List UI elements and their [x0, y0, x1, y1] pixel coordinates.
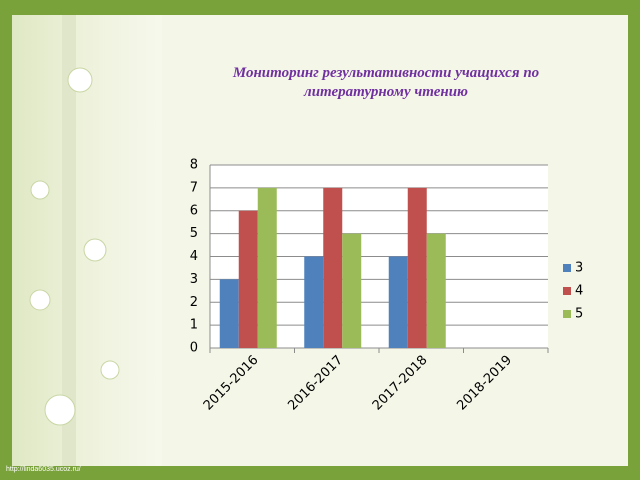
y-tick-label: 5 — [190, 226, 198, 241]
y-tick-label: 6 — [190, 203, 198, 218]
legend-swatch — [563, 264, 571, 272]
decor-flowers — [29, 67, 120, 426]
legend-label: 5 — [575, 307, 583, 322]
decor-ribbon — [62, 15, 76, 466]
bar — [323, 187, 343, 348]
bar — [219, 279, 239, 348]
y-tick-label: 1 — [190, 318, 198, 333]
bar — [407, 187, 427, 348]
chart-title: Мониторинг результативности учащихся по … — [232, 65, 540, 100]
bar — [342, 233, 362, 348]
watermark: http://linda6035.ucoz.ru/ — [6, 466, 81, 473]
bar — [257, 187, 277, 348]
legend-label: 3 — [575, 261, 583, 276]
legend-swatch — [563, 310, 571, 318]
y-tick-label: 4 — [190, 249, 198, 264]
bar — [388, 256, 408, 348]
legend-swatch — [563, 287, 571, 295]
y-tick-label: 7 — [190, 180, 198, 195]
bar — [426, 233, 446, 348]
y-tick-label: 8 — [190, 158, 198, 173]
y-tick-label: 2 — [190, 295, 198, 310]
legend-label: 4 — [575, 284, 583, 299]
bar — [304, 256, 324, 348]
y-tick-label: 0 — [190, 341, 198, 356]
bar — [238, 210, 258, 348]
y-tick-label: 3 — [190, 272, 198, 287]
